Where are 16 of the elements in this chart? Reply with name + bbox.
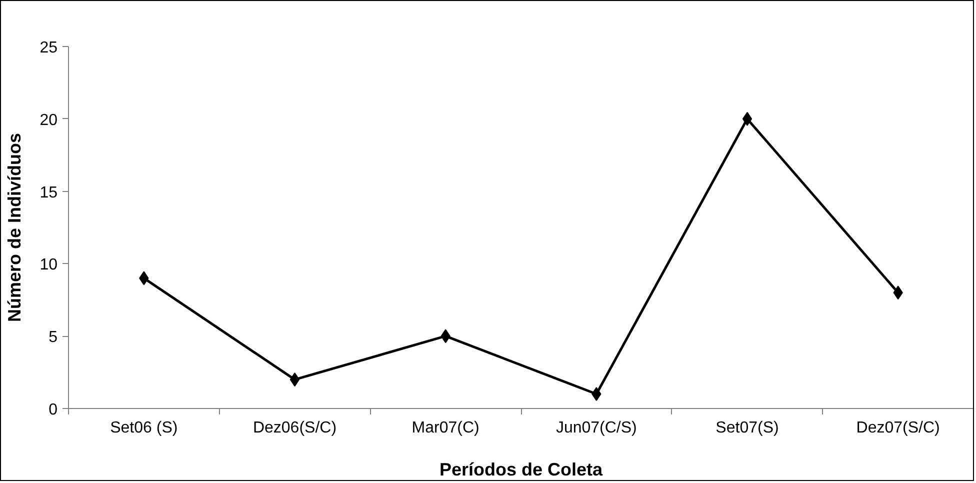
x-tick-label: Set07(S) bbox=[716, 420, 779, 436]
x-axis-title: Períodos de Coleta bbox=[439, 460, 604, 480]
y-axis-title: Número de Indivíduos bbox=[4, 132, 25, 322]
x-tick-label: Set06 (S) bbox=[110, 420, 178, 436]
x-tick-label: Dez06(S/C) bbox=[252, 420, 337, 436]
x-tick-label: Mar07(C) bbox=[412, 420, 480, 436]
y-tick-label: 10 bbox=[40, 256, 58, 274]
x-tick-label: Jun07(C/S) bbox=[556, 420, 637, 436]
y-tick-label: 5 bbox=[48, 329, 58, 346]
y-tick-label: 20 bbox=[40, 112, 58, 129]
y-tick-label: 0 bbox=[48, 402, 58, 418]
y-tick-label: 25 bbox=[40, 40, 58, 56]
x-tick-label: Dez07(S/C) bbox=[856, 420, 940, 436]
point bbox=[742, 112, 752, 126]
y-tick-label: 15 bbox=[40, 184, 58, 202]
point bbox=[290, 372, 300, 387]
